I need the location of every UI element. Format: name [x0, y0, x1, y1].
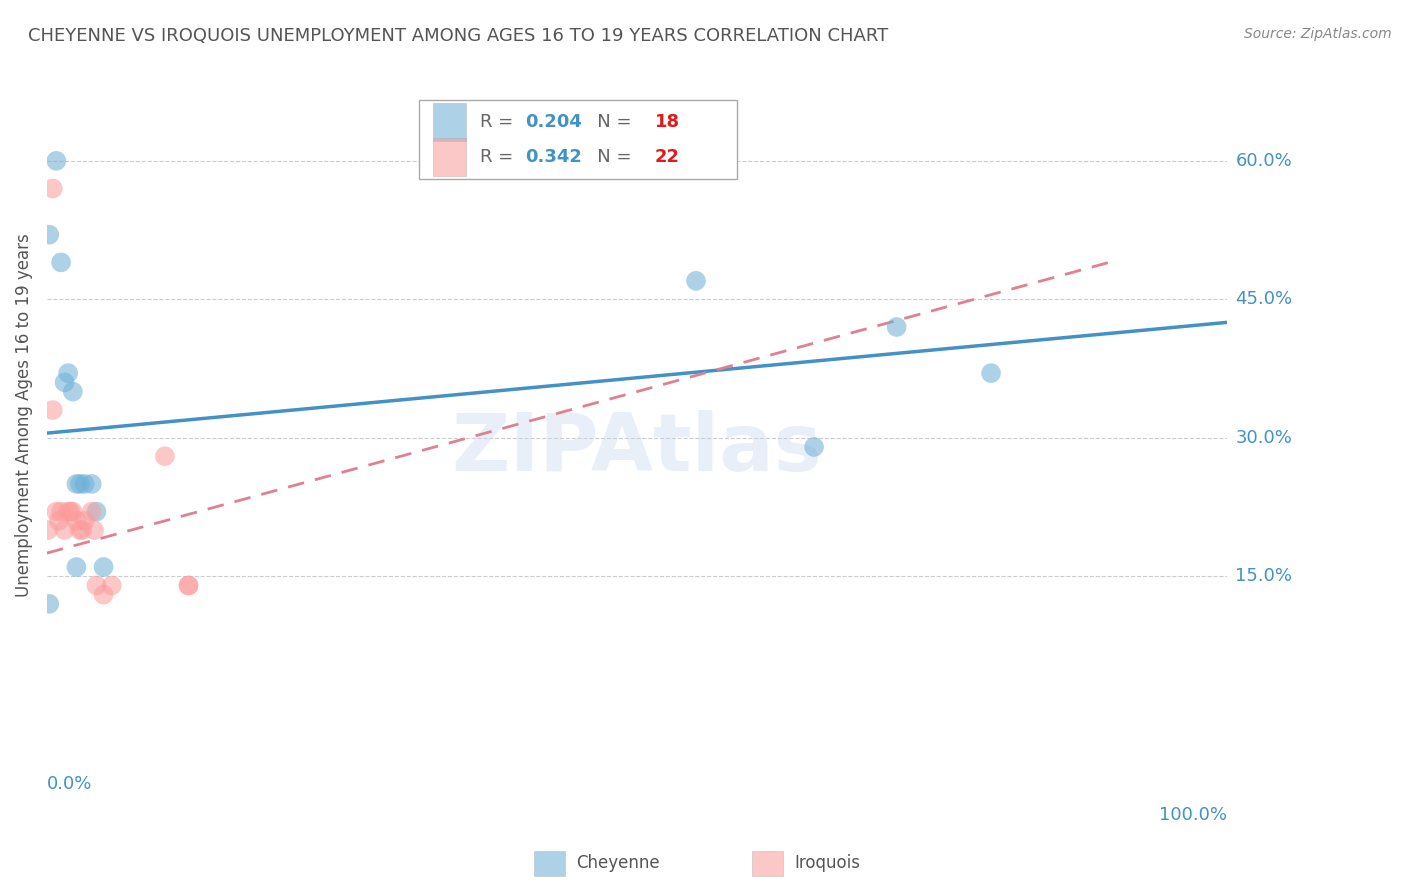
Text: CHEYENNE VS IROQUOIS UNEMPLOYMENT AMONG AGES 16 TO 19 YEARS CORRELATION CHART: CHEYENNE VS IROQUOIS UNEMPLOYMENT AMONG … — [28, 27, 889, 45]
Text: 60.0%: 60.0% — [1236, 152, 1292, 169]
Point — [101, 578, 124, 592]
Text: Source: ZipAtlas.com: Source: ZipAtlas.com — [1244, 27, 1392, 41]
Y-axis label: Unemployment Among Ages 16 to 19 years: Unemployment Among Ages 16 to 19 years — [15, 233, 32, 597]
Point — [685, 274, 707, 288]
Text: 0.204: 0.204 — [524, 113, 582, 131]
Point — [42, 403, 65, 417]
Text: 0.342: 0.342 — [524, 148, 582, 166]
Point — [73, 476, 96, 491]
Point — [83, 523, 105, 537]
Point — [45, 505, 67, 519]
Point — [153, 449, 176, 463]
Point — [59, 505, 82, 519]
Text: Iroquois: Iroquois — [794, 855, 860, 872]
Point — [38, 597, 60, 611]
Point — [53, 523, 76, 537]
Point — [980, 366, 1002, 380]
Point — [69, 523, 91, 537]
Text: 100.0%: 100.0% — [1159, 805, 1227, 824]
Point — [53, 376, 76, 390]
Point — [48, 514, 70, 528]
Text: R =: R = — [479, 113, 519, 131]
Point — [73, 514, 96, 528]
FancyBboxPatch shape — [419, 100, 737, 179]
Point — [803, 440, 825, 454]
Point — [93, 588, 115, 602]
Point — [45, 153, 67, 168]
Point — [37, 523, 59, 537]
Point — [69, 476, 91, 491]
Text: Cheyenne: Cheyenne — [576, 855, 659, 872]
Point — [177, 578, 200, 592]
Text: N =: N = — [581, 113, 637, 131]
Point — [80, 505, 103, 519]
Text: 18: 18 — [655, 113, 681, 131]
Text: 0.0%: 0.0% — [46, 774, 93, 793]
Point — [56, 366, 79, 380]
Point — [86, 505, 108, 519]
Point — [56, 505, 79, 519]
Text: 45.0%: 45.0% — [1236, 290, 1292, 309]
Point — [49, 255, 72, 269]
Point — [65, 560, 87, 574]
Point — [49, 505, 72, 519]
Text: ZIPAtlas: ZIPAtlas — [451, 410, 823, 488]
FancyBboxPatch shape — [433, 138, 465, 176]
Point — [62, 384, 84, 399]
Point — [72, 523, 94, 537]
Point — [80, 476, 103, 491]
FancyBboxPatch shape — [433, 103, 465, 141]
Point — [93, 560, 115, 574]
Text: N =: N = — [581, 148, 637, 166]
Text: 15.0%: 15.0% — [1236, 567, 1292, 585]
Text: R =: R = — [479, 148, 519, 166]
Point — [42, 181, 65, 195]
Point — [86, 578, 108, 592]
Point — [886, 320, 908, 334]
Point — [62, 505, 84, 519]
Point — [65, 514, 87, 528]
Text: 22: 22 — [655, 148, 679, 166]
Point — [65, 476, 87, 491]
Point — [177, 578, 200, 592]
Text: 30.0%: 30.0% — [1236, 429, 1292, 447]
Point — [38, 227, 60, 242]
